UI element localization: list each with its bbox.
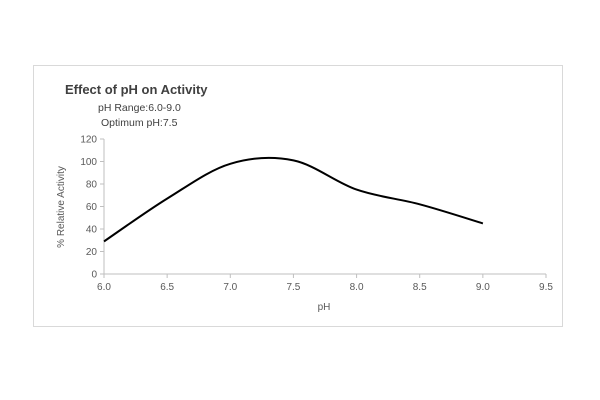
chart-title: Effect of pH on Activity	[65, 82, 208, 97]
x-tick-label: 7.5	[286, 282, 300, 293]
x-tick-label: 7.0	[223, 282, 237, 293]
y-axis-title: % Relative Activity	[56, 166, 67, 248]
y-tick-label: 80	[86, 180, 98, 191]
x-axis: 6.0 6.5 7.0 7.5 8.0 8.5 9.0 9.5	[97, 273, 553, 293]
x-tick-label: 6.0	[97, 282, 111, 293]
line-chart: Effect of pH on Activity pH Range:6.0-9.…	[56, 82, 553, 313]
y-tick-label: 120	[80, 135, 97, 146]
plot-area	[103, 156, 484, 243]
y-tick-label: 40	[86, 225, 98, 236]
activity-line	[103, 156, 484, 243]
y-tick-label: 20	[86, 247, 98, 258]
x-tick-label: 8.5	[413, 282, 427, 293]
chart-subtitle-range: pH Range:6.0-9.0	[98, 102, 181, 114]
y-axis: 0 20 40 60 80 100 120	[80, 135, 105, 281]
y-tick-label: 100	[80, 157, 97, 168]
x-axis-title: pH	[318, 302, 331, 313]
x-tick-label: 9.0	[476, 282, 490, 293]
y-tick-label: 0	[91, 270, 97, 281]
x-tick-label: 6.5	[160, 282, 174, 293]
chart-area: Effect of pH on Activity pH Range:6.0-9.…	[33, 65, 563, 327]
chart-subtitle-optimum: Optimum pH:7.5	[101, 117, 178, 129]
y-tick-label: 60	[86, 202, 98, 213]
x-tick-label: 8.0	[350, 282, 364, 293]
x-tick-label: 9.5	[539, 282, 553, 293]
